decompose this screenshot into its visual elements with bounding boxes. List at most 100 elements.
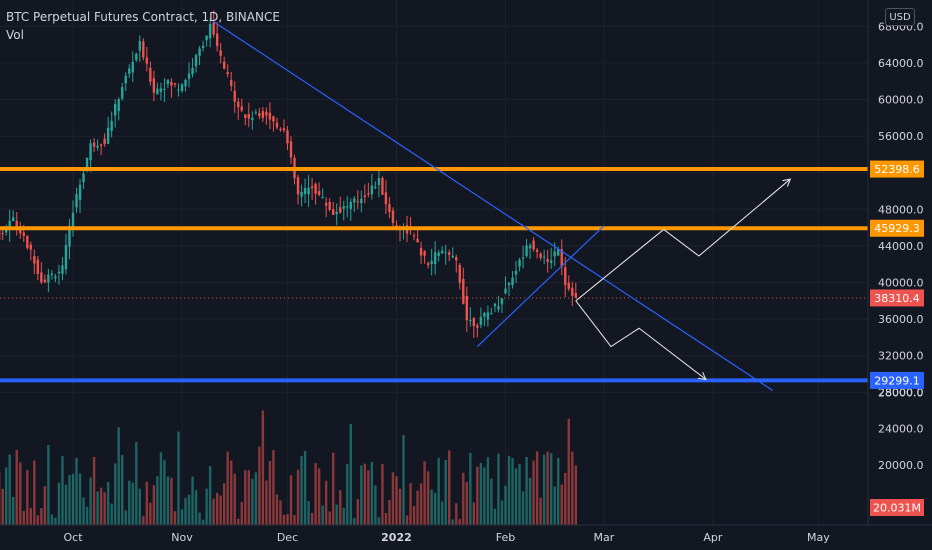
price-tick-label: 40000.0 xyxy=(878,277,924,290)
volume-bar xyxy=(472,502,476,525)
time-tick-label: Nov xyxy=(171,531,193,544)
volume-bar xyxy=(356,499,360,525)
candle-body xyxy=(82,173,85,183)
price-badge-label: 29299.1 xyxy=(874,374,920,387)
volume-bar xyxy=(307,501,310,525)
candle-body xyxy=(184,79,187,87)
candle-body xyxy=(423,251,426,256)
candle-body xyxy=(92,142,96,147)
candle-body xyxy=(384,192,388,205)
candle-body xyxy=(78,184,82,201)
candle-body xyxy=(419,247,423,256)
price-axis[interactable]: 28000.0 32000.0 36000.0 40000.0 44000.0 48000… xyxy=(878,20,924,472)
volume-bar xyxy=(412,505,416,525)
volume-tick-label: 28000.0 xyxy=(878,386,924,399)
projection-path[interactable] xyxy=(575,178,791,302)
time-axis[interactable]: Oct Nov Dec 2022 Feb Mar Apr May xyxy=(63,531,830,544)
grid xyxy=(0,0,868,525)
trendline[interactable] xyxy=(476,225,605,347)
volume-bar xyxy=(339,490,342,525)
volume-bar xyxy=(275,494,279,525)
candle-body xyxy=(444,252,447,254)
volume-bar xyxy=(314,462,317,525)
volume-bar xyxy=(240,501,243,525)
volume-bar xyxy=(542,454,546,525)
candle-body xyxy=(230,80,233,87)
volume-bar xyxy=(465,482,469,525)
candle-body xyxy=(131,61,134,73)
candle-body xyxy=(166,79,170,85)
candle-body xyxy=(47,274,50,283)
candle-body xyxy=(458,264,461,283)
volume-bar xyxy=(85,506,89,525)
candle-body xyxy=(215,33,219,47)
horizontal-levels[interactable] xyxy=(0,167,868,383)
volume-bar xyxy=(483,467,486,525)
candle-body xyxy=(170,81,173,86)
volume-bar xyxy=(521,491,525,525)
volume-bar xyxy=(560,484,563,525)
volume-bar xyxy=(110,503,113,525)
candle-body xyxy=(272,116,275,122)
candle-body xyxy=(219,50,222,56)
volume-bar xyxy=(180,509,184,525)
time-tick-label: Apr xyxy=(703,531,723,544)
trendlines[interactable] xyxy=(213,21,774,391)
time-tick-label: Oct xyxy=(63,531,83,544)
candle-body xyxy=(261,111,265,119)
volume-bar xyxy=(149,502,152,525)
candle-body xyxy=(89,143,92,161)
trendline[interactable] xyxy=(213,21,774,391)
volume-bar xyxy=(121,455,124,525)
candle-body xyxy=(391,210,395,224)
volume-bar xyxy=(163,460,166,525)
candle-body xyxy=(353,198,356,203)
candle-body xyxy=(490,313,493,315)
candle-body xyxy=(240,106,243,111)
candle-body xyxy=(149,67,152,82)
volume-bar xyxy=(12,497,15,525)
volume-bar xyxy=(440,501,444,525)
projection-arrows[interactable] xyxy=(575,178,792,381)
candle-body xyxy=(251,117,254,121)
candle-body xyxy=(254,112,258,114)
volume-bar xyxy=(138,488,142,525)
projection-path[interactable] xyxy=(575,300,707,380)
volume-bar xyxy=(135,442,138,525)
volume-bar xyxy=(426,471,430,525)
volume-bar xyxy=(254,472,258,525)
candle-body xyxy=(233,90,236,102)
volume-bar xyxy=(423,461,426,525)
candle-body xyxy=(121,86,124,99)
candle-body xyxy=(335,211,338,215)
volume-bar xyxy=(293,515,296,525)
candle-body xyxy=(152,78,156,93)
volume-bar xyxy=(360,465,363,525)
volume-bar xyxy=(409,483,412,525)
volume-bar xyxy=(117,427,120,525)
volume-bar xyxy=(476,466,479,525)
candle-body xyxy=(226,72,229,75)
price-tick-label: 48000.0 xyxy=(878,203,924,216)
volume-bar xyxy=(99,487,103,525)
candle-body xyxy=(339,207,342,213)
candle-body xyxy=(12,217,15,221)
volume-bar xyxy=(493,508,497,525)
volume-bar xyxy=(479,462,483,525)
volume-bar xyxy=(152,485,156,525)
volume-bar xyxy=(363,463,367,525)
volume-bar xyxy=(525,456,528,525)
volume-bar xyxy=(128,480,131,525)
currency-button[interactable]: USD xyxy=(885,8,915,26)
volume-bar xyxy=(402,435,405,525)
volume-bar xyxy=(528,477,532,525)
volume-bar xyxy=(370,461,374,525)
candle-body xyxy=(159,88,163,92)
volume-bar xyxy=(205,488,208,525)
candle-body xyxy=(539,253,542,258)
candle-body xyxy=(177,89,180,91)
volume-bar xyxy=(215,492,219,525)
volume-bar xyxy=(33,460,36,525)
candle-body xyxy=(426,263,430,266)
